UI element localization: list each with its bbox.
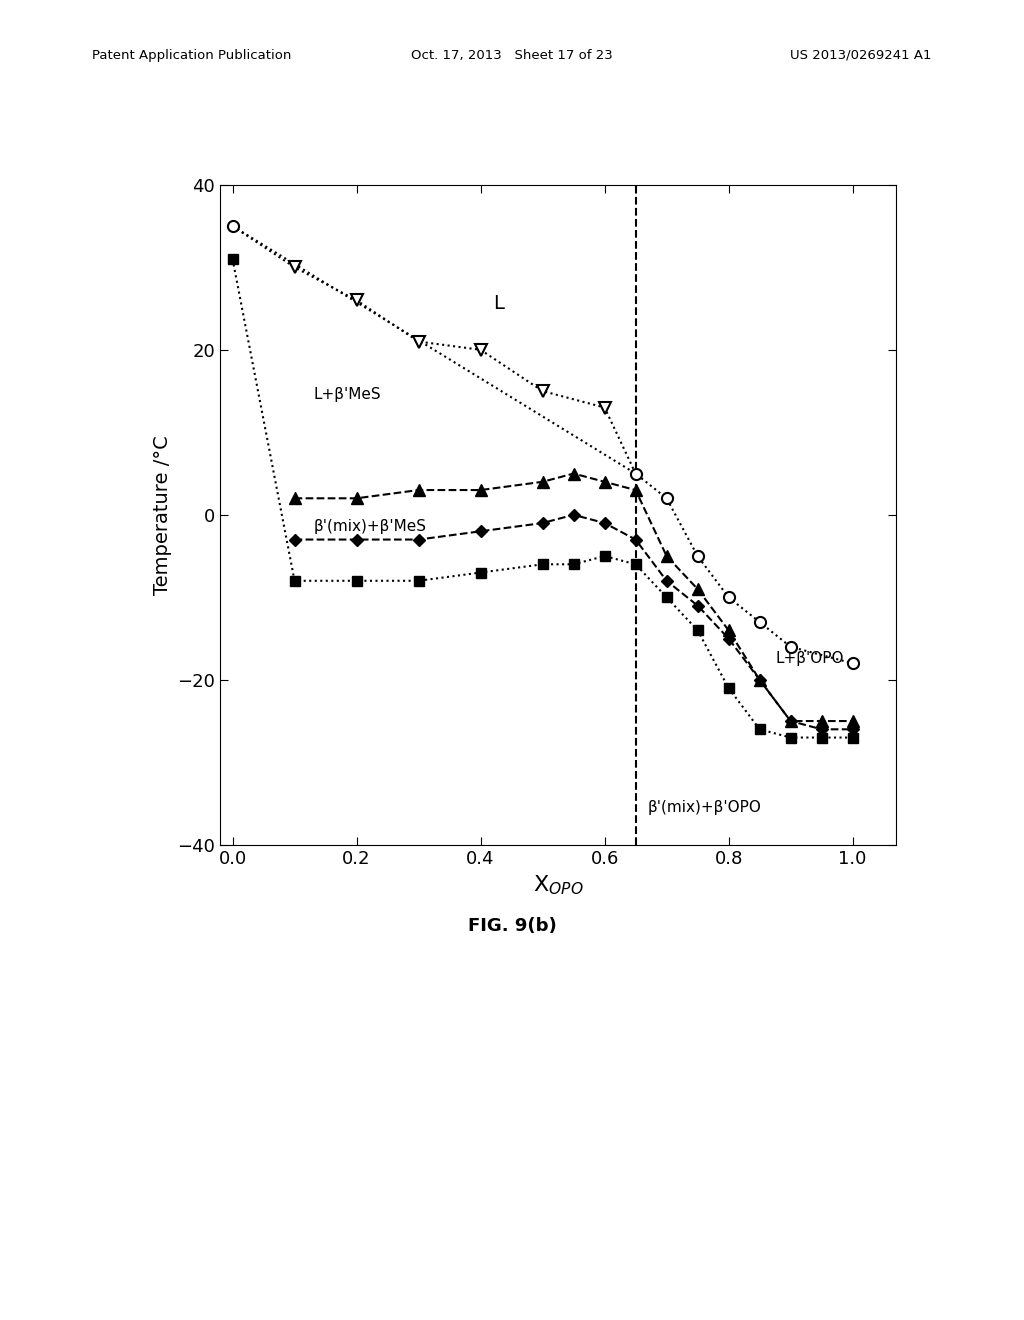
Text: L: L (493, 293, 504, 313)
Y-axis label: Temperature /°C: Temperature /°C (153, 434, 172, 595)
Text: US 2013/0269241 A1: US 2013/0269241 A1 (791, 49, 932, 62)
Text: L+β'MeS: L+β'MeS (313, 387, 381, 403)
X-axis label: X$_{OPO}$: X$_{OPO}$ (532, 874, 584, 896)
Text: FIG. 9(b): FIG. 9(b) (468, 917, 556, 936)
Text: β'(mix)+β'OPO: β'(mix)+β'OPO (648, 800, 762, 814)
Text: Patent Application Publication: Patent Application Publication (92, 49, 292, 62)
Text: Oct. 17, 2013   Sheet 17 of 23: Oct. 17, 2013 Sheet 17 of 23 (411, 49, 613, 62)
Text: β'(mix)+β'MeS: β'(mix)+β'MeS (313, 519, 426, 535)
Text: L+β'OPO: L+β'OPO (775, 651, 844, 667)
